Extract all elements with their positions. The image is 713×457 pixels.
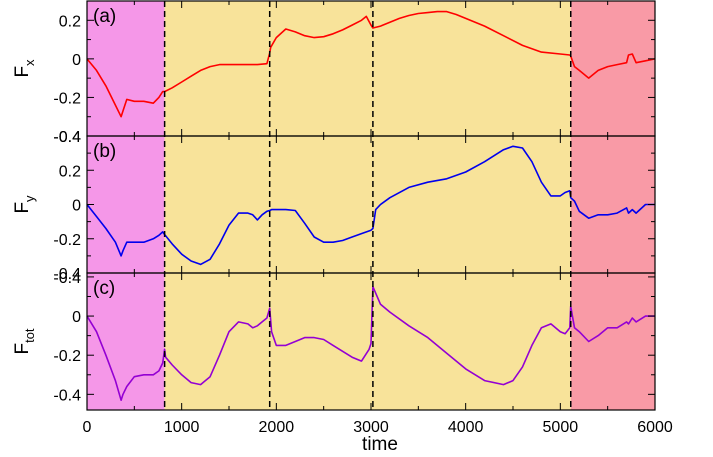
region-1 (164, 1, 571, 410)
y-axis-label-main-1: F (12, 202, 33, 214)
y-tick-label-1-0: -0.4 (53, 129, 81, 146)
y-tick-label-0-0: 0.2 (59, 13, 81, 30)
y-tick-label-2-2: -0.2 (53, 348, 81, 365)
x-axis-label: time (362, 434, 398, 455)
y-axis-label-0: Fx (12, 59, 37, 78)
x-ticks: 0 1000 2000 3000 4000 5000 6000 (83, 1, 673, 436)
y-tick-label-1-2: 0 (72, 198, 81, 215)
y-axis-label-sub-1: y (22, 195, 37, 202)
y-tick-label-0-3: -0.4 (53, 129, 81, 146)
y-axis-label-2: Ftot (12, 328, 37, 354)
y-axis-label-main-0: F (12, 66, 33, 78)
panel-label-2: (c) (93, 278, 115, 299)
region-0 (87, 1, 165, 410)
y-tick-label-0-1: 0 (72, 52, 81, 69)
phase-boundaries (163, 1, 572, 410)
y-axis-label-1: Fy (12, 195, 37, 214)
y-axis-label-sub-2: tot (22, 328, 37, 343)
panel-labels: (a) Fx (b) Fy (c) Ftot (12, 6, 116, 355)
series-line-0 (86, 10, 656, 118)
y-axis-label-main-2: F (12, 343, 33, 355)
y-tick-label-1-3: -0.2 (53, 232, 81, 249)
x-tick-label-3: 3000 (353, 419, 389, 436)
x-tick-label-4: 4000 (448, 419, 484, 436)
region-2 (570, 1, 655, 410)
y-tick-label-2-1: 0 (72, 309, 81, 326)
x-tick-label-5: 5000 (543, 419, 579, 436)
y-axis-label-sub-0: x (22, 59, 37, 66)
panel-label-0: (a) (93, 6, 116, 27)
panel-label-1: (b) (93, 141, 116, 162)
series-line-1 (86, 145, 655, 266)
y-tick-label-2-3: -0.4 (53, 387, 81, 404)
y-ticks: 0.20-0.2-0.4-0.40.20-0.2-0.4-0.40-0.2-0.… (53, 13, 655, 404)
phase-regions (87, 1, 655, 410)
x-tick-label-1: 1000 (164, 419, 200, 436)
y-tick-label-1-1: 0.2 (59, 163, 81, 180)
x-tick-label-6: 6000 (637, 419, 673, 436)
x-tick-label-0: 0 (83, 419, 92, 436)
y-tick-label-0-2: -0.2 (53, 90, 81, 107)
x-tick-label-2: 2000 (259, 419, 295, 436)
y-tick-label-1-4: -0.4 (53, 266, 81, 283)
y-tick-label-2-0: -0.4 (53, 270, 81, 287)
